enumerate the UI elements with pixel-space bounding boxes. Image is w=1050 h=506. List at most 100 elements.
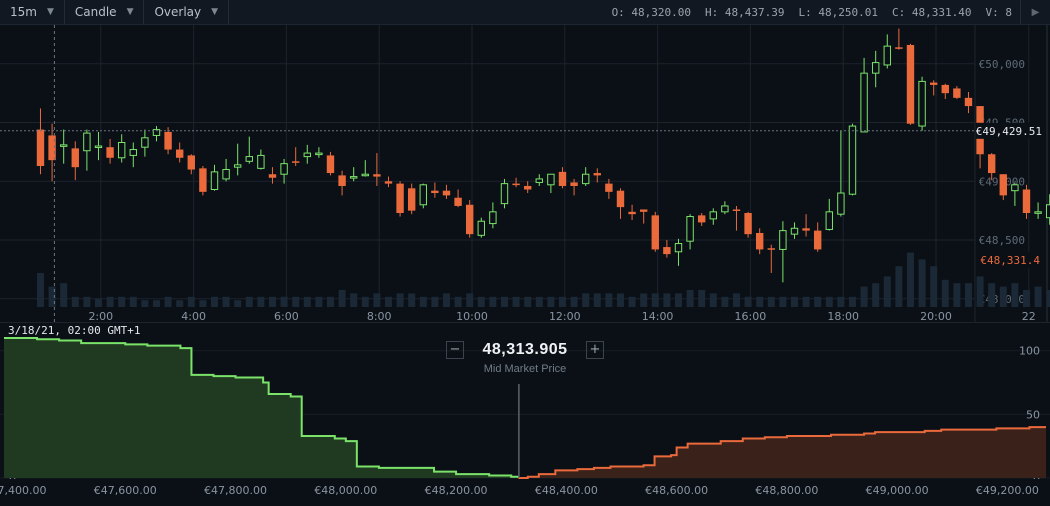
zoom-out-button[interactable]: − [446, 341, 464, 359]
overlay-dropdown[interactable]: Overlay ▼ [144, 0, 230, 25]
volume-bar [477, 296, 485, 307]
volume-bar [1034, 286, 1042, 307]
volume-bar [964, 283, 972, 307]
volume-bar [802, 296, 810, 307]
candle-body-up [477, 220, 485, 236]
candle-body-up [848, 125, 857, 195]
candle-body-down [36, 129, 45, 166]
hover-date-label: 3/18/21, 02:00 GMT+1 [8, 324, 141, 337]
candle-body-down [895, 47, 903, 49]
candle-body-up [1034, 211, 1042, 214]
interval-dropdown[interactable]: 15m ▼ [0, 0, 65, 25]
candle-body-down [291, 161, 300, 163]
candle-body-down [338, 175, 346, 186]
volume-bar [454, 296, 462, 307]
volume-bar [721, 296, 729, 307]
candle-body-up [581, 173, 590, 185]
ask-area [518, 427, 1046, 478]
volume-bar [1011, 283, 1019, 307]
volume-bar [129, 296, 137, 307]
candle-body-down [697, 215, 706, 223]
candle-body-down [964, 97, 973, 107]
candle-body-up [674, 243, 683, 253]
volume-bar [396, 293, 404, 307]
depth-x-tick: €47,400.00 [0, 484, 47, 497]
volume-bar [36, 273, 44, 307]
chart-type-label: Candle [74, 5, 117, 19]
volume-bar [338, 290, 346, 307]
volume-bar [674, 293, 682, 307]
candle-body-up [349, 176, 358, 179]
volume-bar [709, 293, 717, 307]
candle-body-down [407, 188, 416, 211]
candle-body-up [94, 145, 103, 149]
volume-bar [732, 293, 740, 307]
candle-body-down [164, 131, 172, 150]
volume-bar [663, 293, 671, 307]
chevron-down-icon: ▼ [211, 7, 219, 17]
candle-body-down [570, 182, 578, 186]
volume-bar [106, 296, 114, 307]
candle-body-up [871, 62, 880, 74]
price-chart[interactable]: €48,000€48,500€49,000€49,500€50,0002:004… [0, 25, 1050, 322]
volume-bar [489, 296, 497, 307]
candle-body-up [1045, 204, 1050, 219]
candle-body-down [802, 228, 810, 231]
candle-body-down [465, 204, 474, 235]
volume-bar [303, 296, 311, 307]
volume-bar [872, 283, 880, 307]
candle-body-up [129, 149, 137, 156]
x-tick-label: 18:00 [827, 310, 859, 322]
volume-bar [118, 296, 126, 307]
candle-body-up [83, 132, 91, 152]
last-price-label: €48,331.4 [980, 254, 1040, 267]
chart-type-dropdown[interactable]: Candle ▼ [65, 0, 145, 25]
volume-bar [790, 296, 798, 307]
volume-bar [419, 296, 427, 307]
volume-bar [744, 296, 752, 307]
volume-bar [187, 296, 195, 307]
volume-bar [651, 293, 659, 307]
candle-body-down [396, 183, 404, 213]
depth-x-tick: €48,400.00 [535, 484, 598, 497]
x-tick-label: 8:00 [367, 310, 392, 322]
volume-bar [60, 283, 68, 307]
volume-bar [280, 296, 288, 307]
volume-bar [593, 293, 601, 307]
candle-body-down [326, 155, 335, 174]
candle-body-down [71, 148, 79, 168]
volume-bar [779, 296, 787, 307]
ask-line [518, 426, 1046, 479]
volume-bar [268, 296, 276, 307]
interval-label: 15m [10, 5, 37, 19]
depth-x-tick: €49,200.00 [976, 484, 1039, 497]
volume-bar [1046, 290, 1050, 307]
x-tick-label: 20:00 [920, 310, 952, 322]
candle-body-down [605, 183, 613, 192]
ohlc-readout: O: 48,320.00 H: 48,437.39 L: 48,250.01 C… [612, 0, 1012, 25]
depth-y-tick-right: 0 [1033, 472, 1040, 485]
depth-chart[interactable]: 005050100100€47,400.00€47,600.00€47,800.… [0, 322, 1050, 506]
candle-body-up [918, 80, 926, 127]
x-tick-label: 4:00 [181, 310, 206, 322]
volume-bar [930, 266, 938, 307]
x-tick-label: 14:00 [642, 310, 674, 322]
zoom-in-button[interactable]: + [585, 341, 604, 359]
volume-bar [94, 298, 102, 307]
volume-bar [686, 290, 694, 307]
candle-body-down [431, 190, 439, 194]
candle-body-up [709, 211, 717, 220]
candle-body-down [999, 174, 1007, 196]
mid-market-caption: Mid Market Price [483, 363, 567, 375]
volume-bar [535, 296, 543, 307]
volume-bar [500, 296, 508, 307]
depth-x-tick: €48,800.00 [755, 484, 818, 497]
volume-bar [234, 300, 242, 307]
candle-body-up [686, 216, 694, 242]
depth-x-tick: €47,800.00 [204, 484, 267, 497]
x-tick-label: 12:00 [549, 310, 581, 322]
play-icon[interactable]: ▶ [1020, 0, 1050, 25]
candle-body-up [257, 154, 265, 169]
volume-bar [245, 296, 253, 307]
mid-market-panel: − 48,313.905 + Mid Market Price [446, 341, 604, 375]
